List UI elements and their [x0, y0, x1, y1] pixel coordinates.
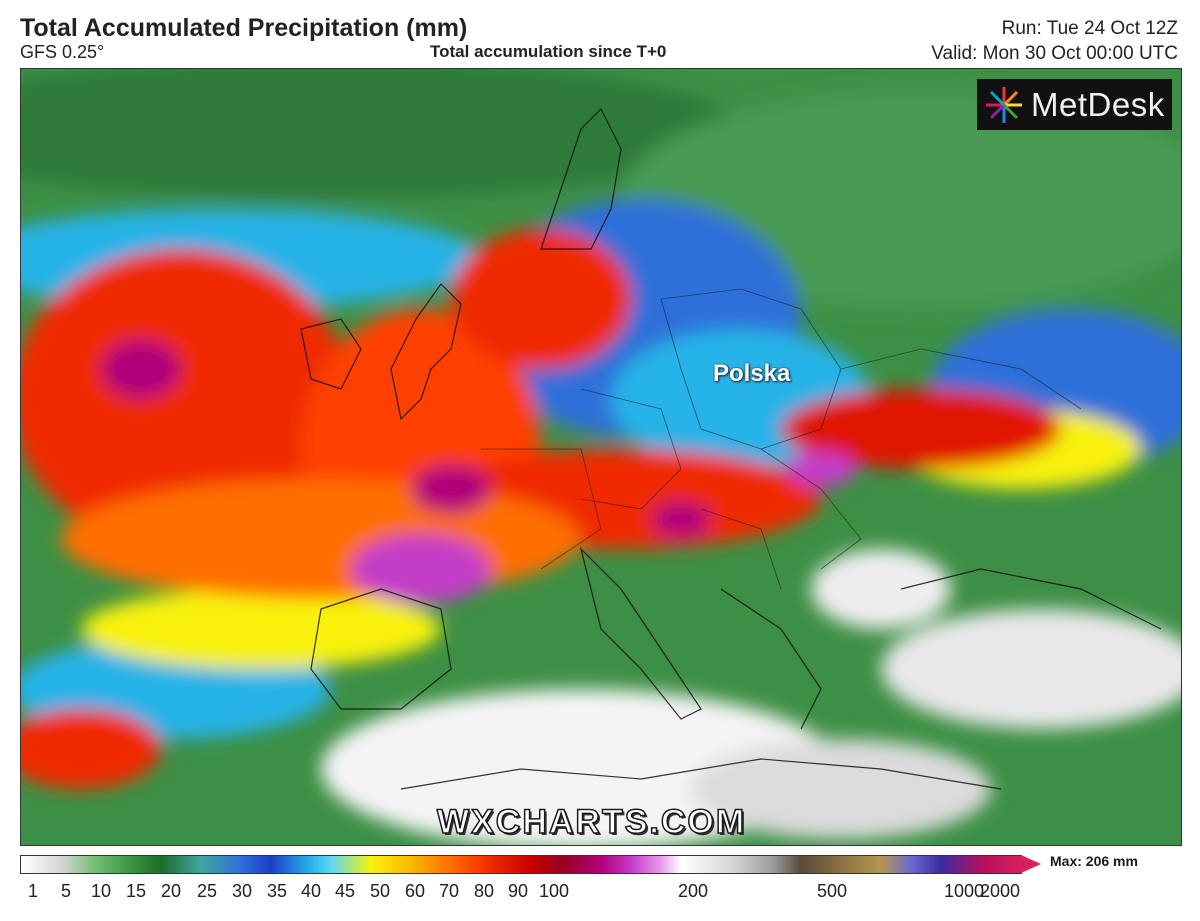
chart-title: Total Accumulated Precipitation (mm) — [20, 14, 468, 42]
legend-tick: 30 — [231, 881, 253, 901]
legend-tick: 80 — [473, 881, 495, 901]
legend-tick: 70 — [438, 881, 460, 901]
model-label: GFS 0.25° — [20, 42, 105, 62]
precipitation-field — [21, 69, 1181, 845]
legend-tick-labels: 1 5 10 15 20 25 30 35 40 45 50 60 70 80 90 100 200 500 100… — [20, 881, 1020, 905]
legend-tick: 90 — [507, 881, 529, 901]
valid-label: Valid: Mon 30 Oct 00:00 UTC — [931, 43, 1178, 64]
legend-tick: 500 — [816, 881, 848, 901]
legend-tick: 20 — [160, 881, 182, 901]
metdesk-logo-icon — [986, 86, 1022, 123]
legend-color-bar — [20, 855, 1022, 874]
country-label-poland: Polska — [713, 360, 791, 387]
metdesk-logo-text: MetDesk — [1031, 85, 1165, 123]
legend-tick: 5 — [60, 881, 72, 901]
run-label: Run: Tue 24 Oct 12Z — [1001, 18, 1178, 39]
legend-tick: 2000 — [979, 881, 1021, 901]
legend-tick: 1000 — [943, 881, 985, 901]
legend-tick: 15 — [125, 881, 147, 901]
legend-tick: 100 — [538, 881, 570, 901]
legend-max-label: Max: 206 mm — [1050, 853, 1138, 869]
precipitation-map[interactable] — [20, 68, 1182, 846]
metdesk-logo: MetDesk — [977, 79, 1172, 130]
legend-tick: 45 — [334, 881, 356, 901]
legend-tick: 200 — [677, 881, 709, 901]
legend-tick: 10 — [90, 881, 112, 901]
legend-tick: 40 — [300, 881, 322, 901]
legend-tick: 35 — [266, 881, 288, 901]
wxcharts-watermark: WXCHARTS.COM — [436, 802, 747, 842]
legend-tick: 50 — [369, 881, 391, 901]
legend-tick: 1 — [27, 881, 39, 901]
accumulation-label: Total accumulation since T+0 — [430, 42, 667, 61]
legend-arrow-tip — [1021, 855, 1041, 873]
legend-tick: 60 — [404, 881, 426, 901]
legend-tick: 25 — [196, 881, 218, 901]
